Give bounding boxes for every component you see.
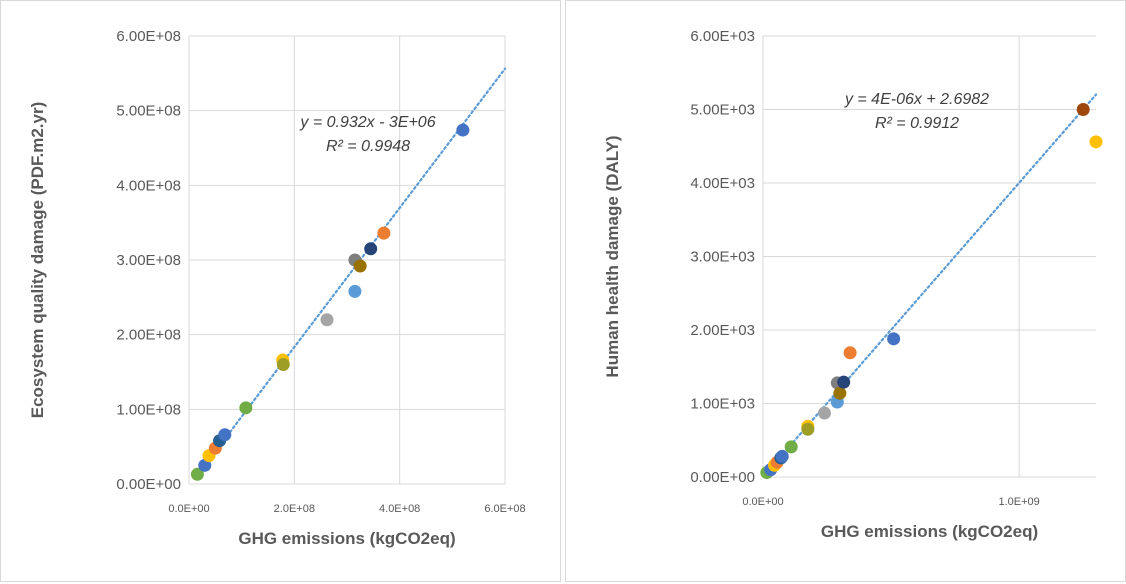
x-tick-label: 0.0E+00 — [168, 503, 209, 515]
trendline-equation: y = 0.932x - 3E+06 — [299, 114, 435, 131]
x-tick-label: 2.0E+08 — [274, 503, 315, 515]
y-tick-label: 1.00E+03 — [690, 396, 755, 413]
y-tick-label: 3.00E+08 — [116, 252, 181, 269]
data-point — [843, 346, 857, 360]
trendline-equation: y = 4E-06x + 2.6982 — [844, 91, 989, 108]
data-point — [364, 242, 378, 256]
y-tick-label: 1.00E+08 — [116, 401, 181, 418]
y-tick-label: 2.00E+03 — [690, 322, 755, 339]
chart-ecosystem-quality: 0.00E+00 1.00E+08 2.00E+08 3.00E+08 4.00E+08… — [28, 28, 526, 548]
data-point — [817, 406, 831, 420]
data-point — [837, 375, 851, 389]
y-tick-label: 5.00E+03 — [690, 102, 755, 119]
y-tick-label: 6.00E+08 — [116, 28, 181, 45]
data-point — [784, 440, 798, 454]
y-tick-label: 0.00E+00 — [690, 469, 755, 486]
data-point — [887, 332, 901, 346]
y-axis-title: Human health damage (DALY) — [603, 135, 622, 377]
data-point — [456, 123, 470, 137]
y-tick-label: 4.00E+03 — [690, 175, 755, 192]
x-tick-label: 1.0E+09 — [999, 496, 1040, 508]
chart-panel-ecosystem: 0.00E+00 1.00E+08 2.00E+08 3.00E+08 4.00E+08… — [0, 0, 561, 582]
data-point — [801, 422, 815, 436]
data-point — [218, 428, 232, 442]
data-point — [190, 467, 204, 481]
trendline-r-squared: R² = 0.9948 — [326, 138, 410, 155]
y-tick-label: 5.00E+08 — [116, 103, 181, 120]
trendline — [765, 93, 1098, 474]
data-point — [353, 259, 367, 273]
x-tick-label: 4.0E+08 — [379, 503, 420, 515]
chart-human-health: 0.00E+00 1.00E+03 2.00E+03 3.00E+03 4.00E+03… — [603, 28, 1103, 541]
y-tick-label: 6.00E+03 — [690, 28, 755, 45]
y-tick-label: 4.00E+08 — [116, 177, 181, 194]
data-point — [239, 401, 253, 415]
x-tick-label: 6.0E+08 — [484, 503, 525, 515]
x-tick-label: 0.0E+00 — [742, 496, 783, 508]
data-point — [1076, 103, 1090, 116]
y-tick-label: 2.00E+08 — [116, 327, 181, 344]
data-point — [1089, 135, 1103, 149]
y-axis-title: Ecosystem quality damage (PDF.m2.yr) — [28, 102, 47, 419]
data-point — [198, 458, 212, 472]
y-tick-label: 3.00E+03 — [690, 249, 755, 266]
data-point — [276, 358, 290, 372]
data-point — [833, 386, 847, 400]
data-point — [348, 284, 362, 298]
trendline-r-squared: R² = 0.9912 — [875, 115, 959, 132]
chart-panel-human-health: 0.00E+00 1.00E+03 2.00E+03 3.00E+03 4.00E+03… — [565, 0, 1126, 582]
data-point — [775, 449, 789, 463]
x-axis-title: GHG emissions (kgCO2eq) — [238, 529, 455, 548]
x-axis-title: GHG emissions (kgCO2eq) — [821, 522, 1038, 541]
y-tick-label: 0.00E+00 — [116, 476, 181, 493]
data-point — [377, 226, 391, 240]
data-point — [320, 313, 334, 327]
